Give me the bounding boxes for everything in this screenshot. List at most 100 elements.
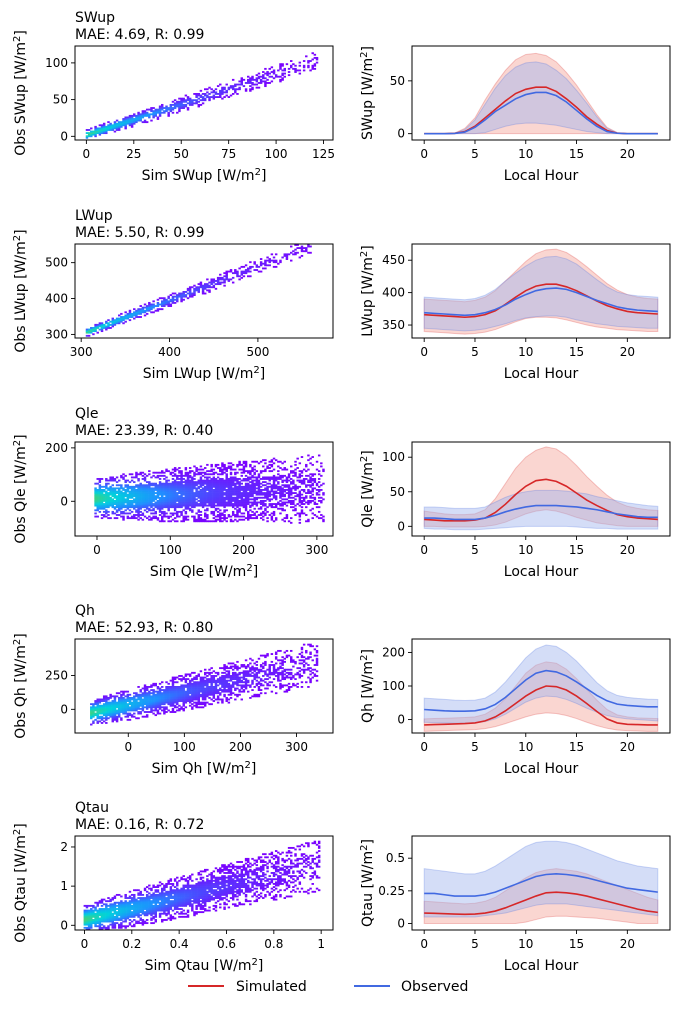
hist-bin <box>182 700 185 702</box>
y-tick-label: 0 <box>397 713 405 727</box>
hist-bin <box>111 903 114 906</box>
hist-bin <box>98 704 102 707</box>
hist-bin <box>113 897 117 899</box>
y-tick-label: 200 <box>45 441 68 455</box>
hist-bin <box>315 506 319 509</box>
hist-bin <box>231 684 235 687</box>
hist-bin <box>107 908 110 910</box>
hist-bin <box>281 69 284 72</box>
hist-bin <box>272 259 276 262</box>
hist-bin <box>173 696 177 699</box>
hist-bin <box>107 914 110 917</box>
hist-bin <box>272 474 276 477</box>
hist-bin <box>201 696 205 699</box>
hist-bin <box>96 915 99 918</box>
hist-bin <box>100 901 104 904</box>
hist-bin <box>184 695 188 698</box>
hist-bin <box>240 265 243 268</box>
hist-bin <box>290 673 293 676</box>
hist-bin <box>186 97 190 100</box>
hist-bin <box>201 520 205 523</box>
hist-bin <box>126 495 130 498</box>
panel-title: Qle <box>75 406 99 422</box>
hist-bin <box>173 693 177 696</box>
hist-bin <box>244 503 248 505</box>
hist-bin <box>169 515 173 518</box>
hist-bin <box>221 499 224 502</box>
hist-bin <box>208 498 211 501</box>
hist-bin <box>257 507 261 510</box>
hist-bin <box>210 503 213 505</box>
hist-bin <box>182 504 185 507</box>
hist-bin <box>100 124 104 127</box>
hist-bin <box>156 493 160 496</box>
hist-bin <box>279 499 282 502</box>
hist-bin <box>90 717 93 720</box>
hist-bin <box>120 909 123 912</box>
hist-bin <box>180 689 183 691</box>
hist-bin <box>163 515 166 518</box>
hist-bin <box>195 689 198 691</box>
hist-bin <box>176 495 179 498</box>
hist-bin <box>249 490 252 493</box>
hist-bin <box>182 295 185 298</box>
hist-bin <box>167 687 170 690</box>
hist-bin <box>242 673 246 676</box>
hist-bin <box>274 503 278 505</box>
hist-bin <box>204 504 207 507</box>
hist-bin <box>221 481 224 484</box>
hist-bin <box>165 711 168 713</box>
hist-bin <box>294 64 297 67</box>
hist-bin <box>225 682 228 685</box>
hist-bin <box>309 509 312 512</box>
hist-bin <box>219 514 222 516</box>
hist-bin <box>242 504 246 507</box>
hist-bin <box>262 489 265 491</box>
hist-bin <box>249 667 252 670</box>
hist-bin <box>176 706 179 709</box>
hist-bin <box>102 920 106 923</box>
hist-bin <box>167 498 170 501</box>
hist-bin <box>176 294 179 296</box>
hist-bin <box>107 325 110 328</box>
x-tick-label: 25 <box>126 147 141 161</box>
hist-bin <box>257 489 261 491</box>
hist-bin <box>100 514 104 516</box>
hist-bin <box>210 484 213 487</box>
hist-bin <box>264 462 267 465</box>
hist-bin <box>206 686 209 688</box>
hist-bin <box>193 520 196 523</box>
hist-bin <box>253 479 256 482</box>
hist-bin <box>94 701 97 704</box>
hist-bin <box>257 668 261 671</box>
hist-bin <box>126 715 130 718</box>
hist-bin <box>214 499 218 502</box>
hist-bin <box>311 659 314 662</box>
hist-bin <box>135 121 138 124</box>
hist-bin <box>143 478 147 480</box>
hist-bin <box>221 489 224 491</box>
hist-bin <box>163 482 166 485</box>
hist-bin <box>118 700 121 702</box>
hist-bin <box>219 484 222 487</box>
x-tick-label: 20 <box>620 543 635 557</box>
hist-bin <box>240 485 243 488</box>
hist-bin <box>223 487 226 490</box>
hist-bin <box>266 498 269 501</box>
hist-bin <box>152 498 155 501</box>
hist-bin <box>212 97 216 100</box>
hist-bin <box>313 664 317 666</box>
hist-bin <box>210 687 213 690</box>
hist-bin <box>251 86 254 89</box>
hist-bin <box>111 706 114 709</box>
hist-bin <box>294 67 297 70</box>
hist-bin <box>118 129 121 131</box>
hist-bin <box>195 518 198 521</box>
hist-bin <box>105 495 108 498</box>
hist-bin <box>169 303 173 306</box>
hist-bin <box>234 664 237 666</box>
hist-bin <box>236 93 239 95</box>
y-tick-label: 100 <box>45 56 68 70</box>
hist-bin <box>107 517 110 520</box>
hist-bin <box>247 489 250 491</box>
